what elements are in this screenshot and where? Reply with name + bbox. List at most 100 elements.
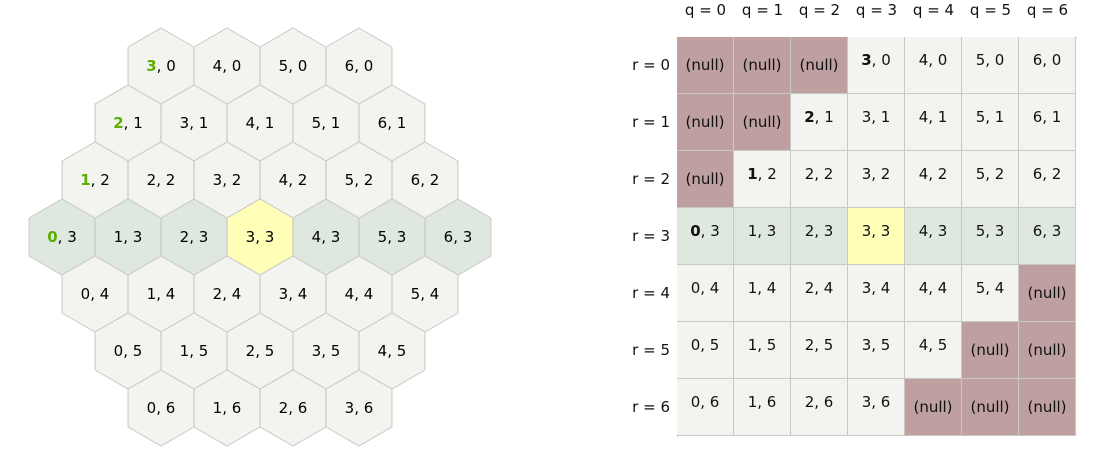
hex-q-value: 1: [80, 171, 90, 189]
row-header: r = 6: [632, 398, 670, 416]
hex-label: 0, 4: [81, 285, 110, 303]
hex-label: 5, 0: [279, 57, 308, 75]
hex-r-value: 5: [199, 342, 209, 360]
hex-label: 2, 5: [246, 342, 275, 360]
hex-separator: ,: [255, 114, 265, 132]
hex-separator: ,: [90, 285, 100, 303]
table-cell: 2, 5: [791, 322, 848, 379]
hex-r-value: 3: [397, 228, 407, 246]
cell-r-value: , 1: [814, 108, 834, 126]
null-cell: (null): [962, 379, 1019, 436]
hex-q-value: 6: [444, 228, 454, 246]
hex-separator: ,: [354, 285, 364, 303]
table-cell: 4, 5: [905, 322, 962, 379]
row-header: r = 5: [632, 341, 670, 359]
hex-q-value: 2: [279, 399, 289, 417]
hex-label: 4, 2: [279, 171, 308, 189]
hex-q-value: 4: [345, 285, 355, 303]
hex-separator: ,: [157, 57, 167, 75]
hex-r-value: 2: [298, 171, 308, 189]
hex-r-value: 5: [397, 342, 407, 360]
null-cell: (null): [791, 37, 848, 94]
hex-separator: ,: [255, 228, 265, 246]
hex-label: 1, 3: [114, 228, 143, 246]
hex-label: 6, 3: [444, 228, 473, 246]
hex-q-value: 5: [345, 171, 355, 189]
cell-r-value: , 2: [757, 165, 777, 183]
hex-separator: ,: [222, 171, 232, 189]
hex-separator: ,: [420, 285, 430, 303]
column-header: q = 1: [741, 1, 784, 19]
column-header: q = 4: [912, 1, 955, 19]
hex-separator: ,: [354, 171, 364, 189]
hex-q-value: 0: [47, 228, 57, 246]
table-cell: 3, 4: [848, 265, 905, 322]
hex-label: 0, 5: [114, 342, 143, 360]
table-cell: 3, 3: [848, 208, 905, 265]
hex-label: 5, 3: [378, 228, 407, 246]
table-cell: 0, 5: [677, 322, 734, 379]
hex-q-value: 5: [312, 114, 322, 132]
cell-r-value: , 3: [700, 222, 720, 240]
row-header: r = 0: [632, 56, 670, 74]
table-cell: 4, 2: [905, 151, 962, 208]
hex-label: 2, 1: [113, 114, 143, 132]
hex-q-value: 5: [279, 57, 289, 75]
table-cell: 3, 6: [848, 379, 905, 436]
table-cell: 1, 4: [734, 265, 791, 322]
hex-label: 3, 4: [279, 285, 308, 303]
hex-separator: ,: [123, 228, 133, 246]
hex-separator: ,: [156, 171, 166, 189]
hex-label: 1, 2: [80, 171, 110, 189]
hex-r-value: 2: [166, 171, 176, 189]
hex-cell: 2, 6: [259, 369, 327, 447]
hex-r-value: 5: [331, 342, 341, 360]
hex-cell: 0, 6: [127, 369, 195, 447]
column-header: q = 0: [684, 1, 727, 19]
table-cell: 1, 2: [734, 151, 791, 208]
table-cell: 5, 0: [962, 37, 1019, 94]
hex-r-value: 1: [265, 114, 275, 132]
table-cell: 3, 1: [848, 94, 905, 151]
table-cell: 4, 1: [905, 94, 962, 151]
table-cell: 2, 3: [791, 208, 848, 265]
hex-separator: ,: [453, 228, 463, 246]
hex-separator: ,: [124, 114, 134, 132]
hex-separator: ,: [58, 228, 68, 246]
hex-r-value: 3: [331, 228, 341, 246]
hex-separator: ,: [354, 57, 364, 75]
null-cell: (null): [734, 94, 791, 151]
table-cell: 5, 2: [962, 151, 1019, 208]
table-cell: 0, 3: [677, 208, 734, 265]
table-cell: 4, 3: [905, 208, 962, 265]
hex-separator: ,: [222, 57, 232, 75]
hex-r-value: 4: [232, 285, 242, 303]
table-cell: 6, 3: [1019, 208, 1076, 265]
null-cell: (null): [734, 37, 791, 94]
table-cell: 3, 0: [848, 37, 905, 94]
table-cell: 1, 6: [734, 379, 791, 436]
table-cell: 6, 1: [1019, 94, 1076, 151]
table-cell: 5, 1: [962, 94, 1019, 151]
hex-separator: ,: [321, 114, 331, 132]
row-header: r = 3: [632, 227, 670, 245]
hex-q-value: 3: [345, 399, 355, 417]
table-cell: 2, 6: [791, 379, 848, 436]
null-cell: (null): [905, 379, 962, 436]
hex-q-value: 3: [312, 342, 322, 360]
hex-cell: 6, 0: [325, 27, 393, 105]
hex-r-value: 2: [100, 171, 110, 189]
hex-q-value: 4: [312, 228, 322, 246]
row-header: r = 2: [632, 170, 670, 188]
hex-separator: ,: [189, 228, 199, 246]
hex-cell: 5, 0: [259, 27, 327, 105]
hex-q-value: 2: [147, 171, 157, 189]
hex-separator: ,: [321, 228, 331, 246]
null-cell: (null): [677, 94, 734, 151]
hex-r-value: 4: [430, 285, 440, 303]
hex-label: 4, 1: [246, 114, 275, 132]
hex-r-value: 0: [232, 57, 242, 75]
hex-label: 6, 1: [378, 114, 407, 132]
hex-r-value: 3: [265, 228, 275, 246]
hex-label: 0, 3: [47, 228, 77, 246]
